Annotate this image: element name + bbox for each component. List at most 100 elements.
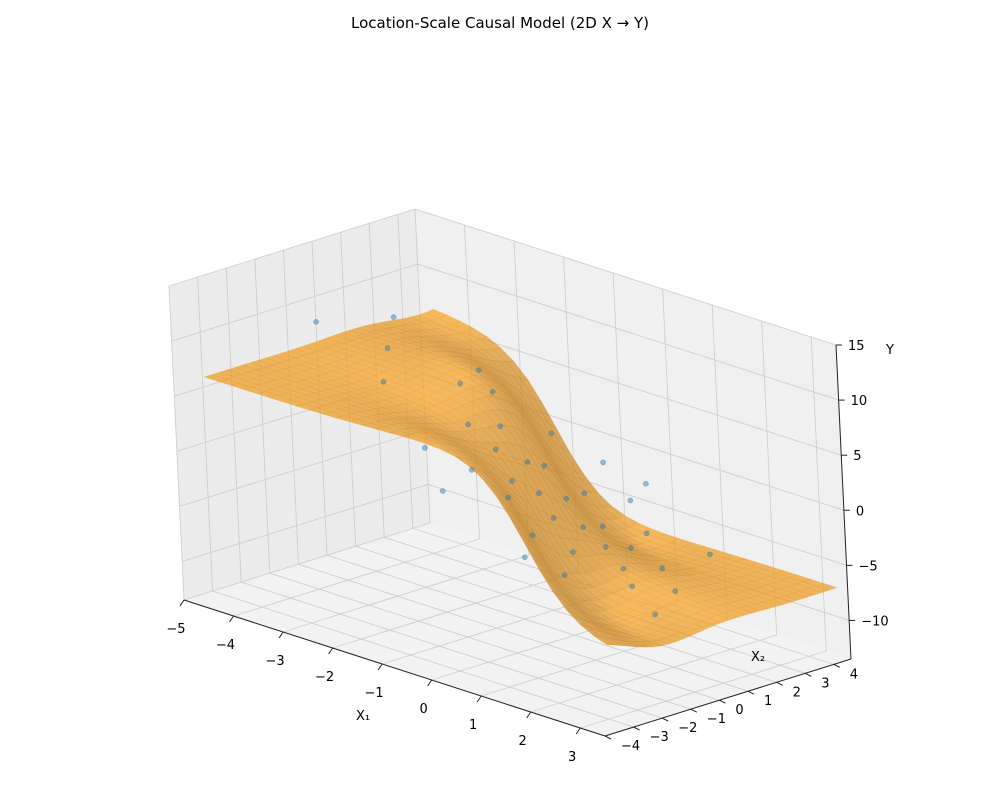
grid-z-left xyxy=(171,263,418,342)
x-tick-label: 1 xyxy=(469,718,477,733)
grid-y-left xyxy=(254,259,271,574)
x-tick-mark xyxy=(328,647,334,655)
data-point xyxy=(707,551,713,558)
data-point xyxy=(529,532,536,539)
grid-x-floor xyxy=(332,570,579,649)
grid-y-left xyxy=(282,250,299,565)
x-tick-mark xyxy=(377,663,383,671)
axis-lines xyxy=(183,344,852,737)
y-tick-label: −4 xyxy=(621,739,640,754)
data-point xyxy=(505,494,511,501)
grid-y-left xyxy=(225,268,242,583)
grid-y-floor xyxy=(212,590,634,728)
data-point xyxy=(465,421,472,428)
x-tick-mark xyxy=(476,695,482,703)
grid-x-floor xyxy=(183,522,431,601)
grid-y-floor xyxy=(355,545,777,683)
y-tick-mark xyxy=(833,663,841,668)
z-tick-label: 10 xyxy=(851,394,868,409)
z-tick-label: 0 xyxy=(856,504,864,519)
x-tick-label: 2 xyxy=(519,734,527,749)
data-point xyxy=(629,583,635,590)
y-tick-mark xyxy=(747,690,755,695)
y-tick-label: −1 xyxy=(707,712,726,727)
z-tick-label: 15 xyxy=(848,339,865,354)
data-point xyxy=(541,462,548,469)
grid-y-floor xyxy=(298,563,720,701)
data-point xyxy=(380,378,387,385)
x-tick-mark xyxy=(575,727,581,735)
data-point xyxy=(313,319,320,325)
data-point xyxy=(521,554,528,561)
x-tick-label: −5 xyxy=(166,622,185,637)
back-wall-pane xyxy=(415,209,851,659)
data-point xyxy=(509,478,515,484)
grid-x-floor xyxy=(233,538,480,617)
x-tick-mark xyxy=(427,679,433,687)
y-tick-mark xyxy=(604,735,612,740)
x-tick-label: −2 xyxy=(315,670,334,685)
grid-z-left xyxy=(179,428,426,507)
x-tick-label: −1 xyxy=(365,686,384,701)
data-point xyxy=(390,314,397,320)
data-point xyxy=(492,446,499,453)
z-tick-label: −10 xyxy=(861,614,888,629)
grid-x-floor xyxy=(580,650,827,729)
data-point xyxy=(548,430,554,437)
data-point xyxy=(599,523,606,530)
data-point xyxy=(570,549,576,555)
z-tick-label: −5 xyxy=(859,559,878,574)
y-tick-mark xyxy=(690,708,698,713)
data-point xyxy=(550,515,557,521)
data-point xyxy=(672,588,678,594)
z-axis-line xyxy=(835,344,852,660)
data-point xyxy=(524,459,531,465)
grid-x-floor xyxy=(530,634,777,713)
data-point xyxy=(627,497,634,504)
x-tick-label: 0 xyxy=(419,702,427,717)
x-axis-line xyxy=(183,599,606,737)
data-point xyxy=(643,530,650,537)
x-tick-mark xyxy=(278,631,284,639)
x-tick-label: −4 xyxy=(216,638,235,653)
y-tick-mark xyxy=(719,699,726,704)
y-axis-label: X₂ xyxy=(751,650,765,665)
grid-z-left xyxy=(182,484,429,562)
floor-pane xyxy=(184,523,851,736)
y-tick-label: −3 xyxy=(650,730,669,745)
data-point xyxy=(422,445,428,451)
grid-z-back xyxy=(417,263,839,401)
x-tick-mark xyxy=(179,599,185,607)
data-point xyxy=(600,459,606,466)
y-tick-label: −2 xyxy=(678,721,697,736)
data-point xyxy=(602,544,609,550)
grid-z-left xyxy=(168,208,416,287)
data-point xyxy=(643,480,649,487)
y-tick-mark xyxy=(805,672,812,677)
z-axis-label: Y xyxy=(885,343,894,358)
data-point xyxy=(561,572,568,578)
y-tick-mark xyxy=(661,717,669,722)
y-tick-label: 1 xyxy=(764,694,772,709)
grid-z-back xyxy=(414,208,837,346)
x-tick-mark xyxy=(526,711,532,719)
grid-y-left xyxy=(197,277,214,592)
data-point xyxy=(439,488,446,494)
grid-x-back xyxy=(810,336,827,652)
data-point xyxy=(457,380,464,387)
x-tick-mark xyxy=(229,615,234,623)
data-point xyxy=(476,367,482,374)
y-axis-line xyxy=(604,658,852,737)
data-point xyxy=(489,388,496,395)
data-point xyxy=(652,611,658,618)
data-point xyxy=(384,345,391,351)
grid-x-floor xyxy=(282,554,530,633)
data-point xyxy=(581,490,588,497)
chart-title: Location-Scale Causal Model (2D X → Y) xyxy=(351,14,649,32)
grid-y-floor xyxy=(326,554,749,692)
data-point xyxy=(468,467,475,473)
data-point xyxy=(580,524,587,530)
y-tick-label: 3 xyxy=(821,676,829,691)
